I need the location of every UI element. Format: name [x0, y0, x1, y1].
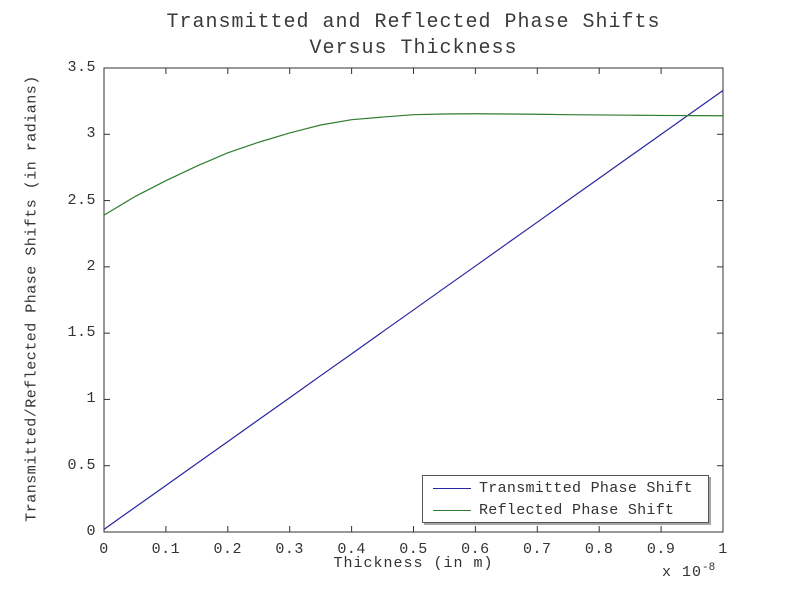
- y-tick-label: 1.5: [67, 324, 96, 342]
- legend-box: Transmitted Phase Shift Reflected Phase …: [422, 475, 709, 523]
- legend-label-transmitted: Transmitted Phase Shift: [479, 479, 693, 497]
- x-tick-label: 0.2: [213, 541, 243, 558]
- chart-title: Transmitted and Reflected Phase Shifts V…: [104, 10, 723, 62]
- y-tick-label: 0: [86, 523, 96, 540]
- series-line-reflected: [103, 113, 724, 216]
- y-tick-label: 2.5: [67, 191, 96, 209]
- y-tick-label: 1: [86, 390, 96, 408]
- y-tick-label: 2: [86, 257, 96, 275]
- x-tick-label: 0.3: [275, 541, 304, 558]
- y-axis-label: Transmitted/Reflected Phase Shifts (in r…: [23, 75, 41, 522]
- y-tick-label: 0.5: [67, 456, 96, 474]
- axes-frame: [103, 67, 724, 533]
- x-axis-multiplier-base: x 10: [662, 564, 703, 581]
- x-tick-label: 0.4: [337, 541, 366, 558]
- legend-label-reflected: Reflected Phase Shift: [479, 501, 675, 519]
- x-tick-label: 0.7: [523, 541, 552, 558]
- x-tick-label: 1: [718, 541, 728, 558]
- x-tick-label: 0.8: [584, 541, 614, 558]
- x-tick-label: 0.6: [461, 541, 490, 558]
- x-axis-multiplier: x 10-8: [662, 562, 715, 581]
- y-tick-label: 3.5: [67, 59, 96, 76]
- legend-row-reflected: Reflected Phase Shift: [423, 499, 708, 521]
- x-tick-label: 0.5: [399, 541, 428, 558]
- x-axis-label: Thickness (in m): [333, 555, 494, 572]
- x-axis-multiplier-exponent: -8: [702, 562, 716, 574]
- y-tick-label: 3: [86, 125, 96, 143]
- x-tick-label: 0.1: [151, 541, 181, 558]
- chart-title-line2: Versus Thickness: [309, 37, 518, 60]
- series-line-transmitted: [103, 90, 724, 530]
- chart-title-line1: Transmitted and Reflected Phase Shifts: [166, 11, 661, 34]
- x-tick-label: 0: [99, 541, 109, 558]
- reflected-line-swatch: [433, 509, 471, 511]
- x-tick-label: 0.9: [646, 541, 676, 558]
- transmitted-line-swatch: [433, 487, 471, 489]
- legend-row-transmitted: Transmitted Phase Shift: [423, 477, 708, 499]
